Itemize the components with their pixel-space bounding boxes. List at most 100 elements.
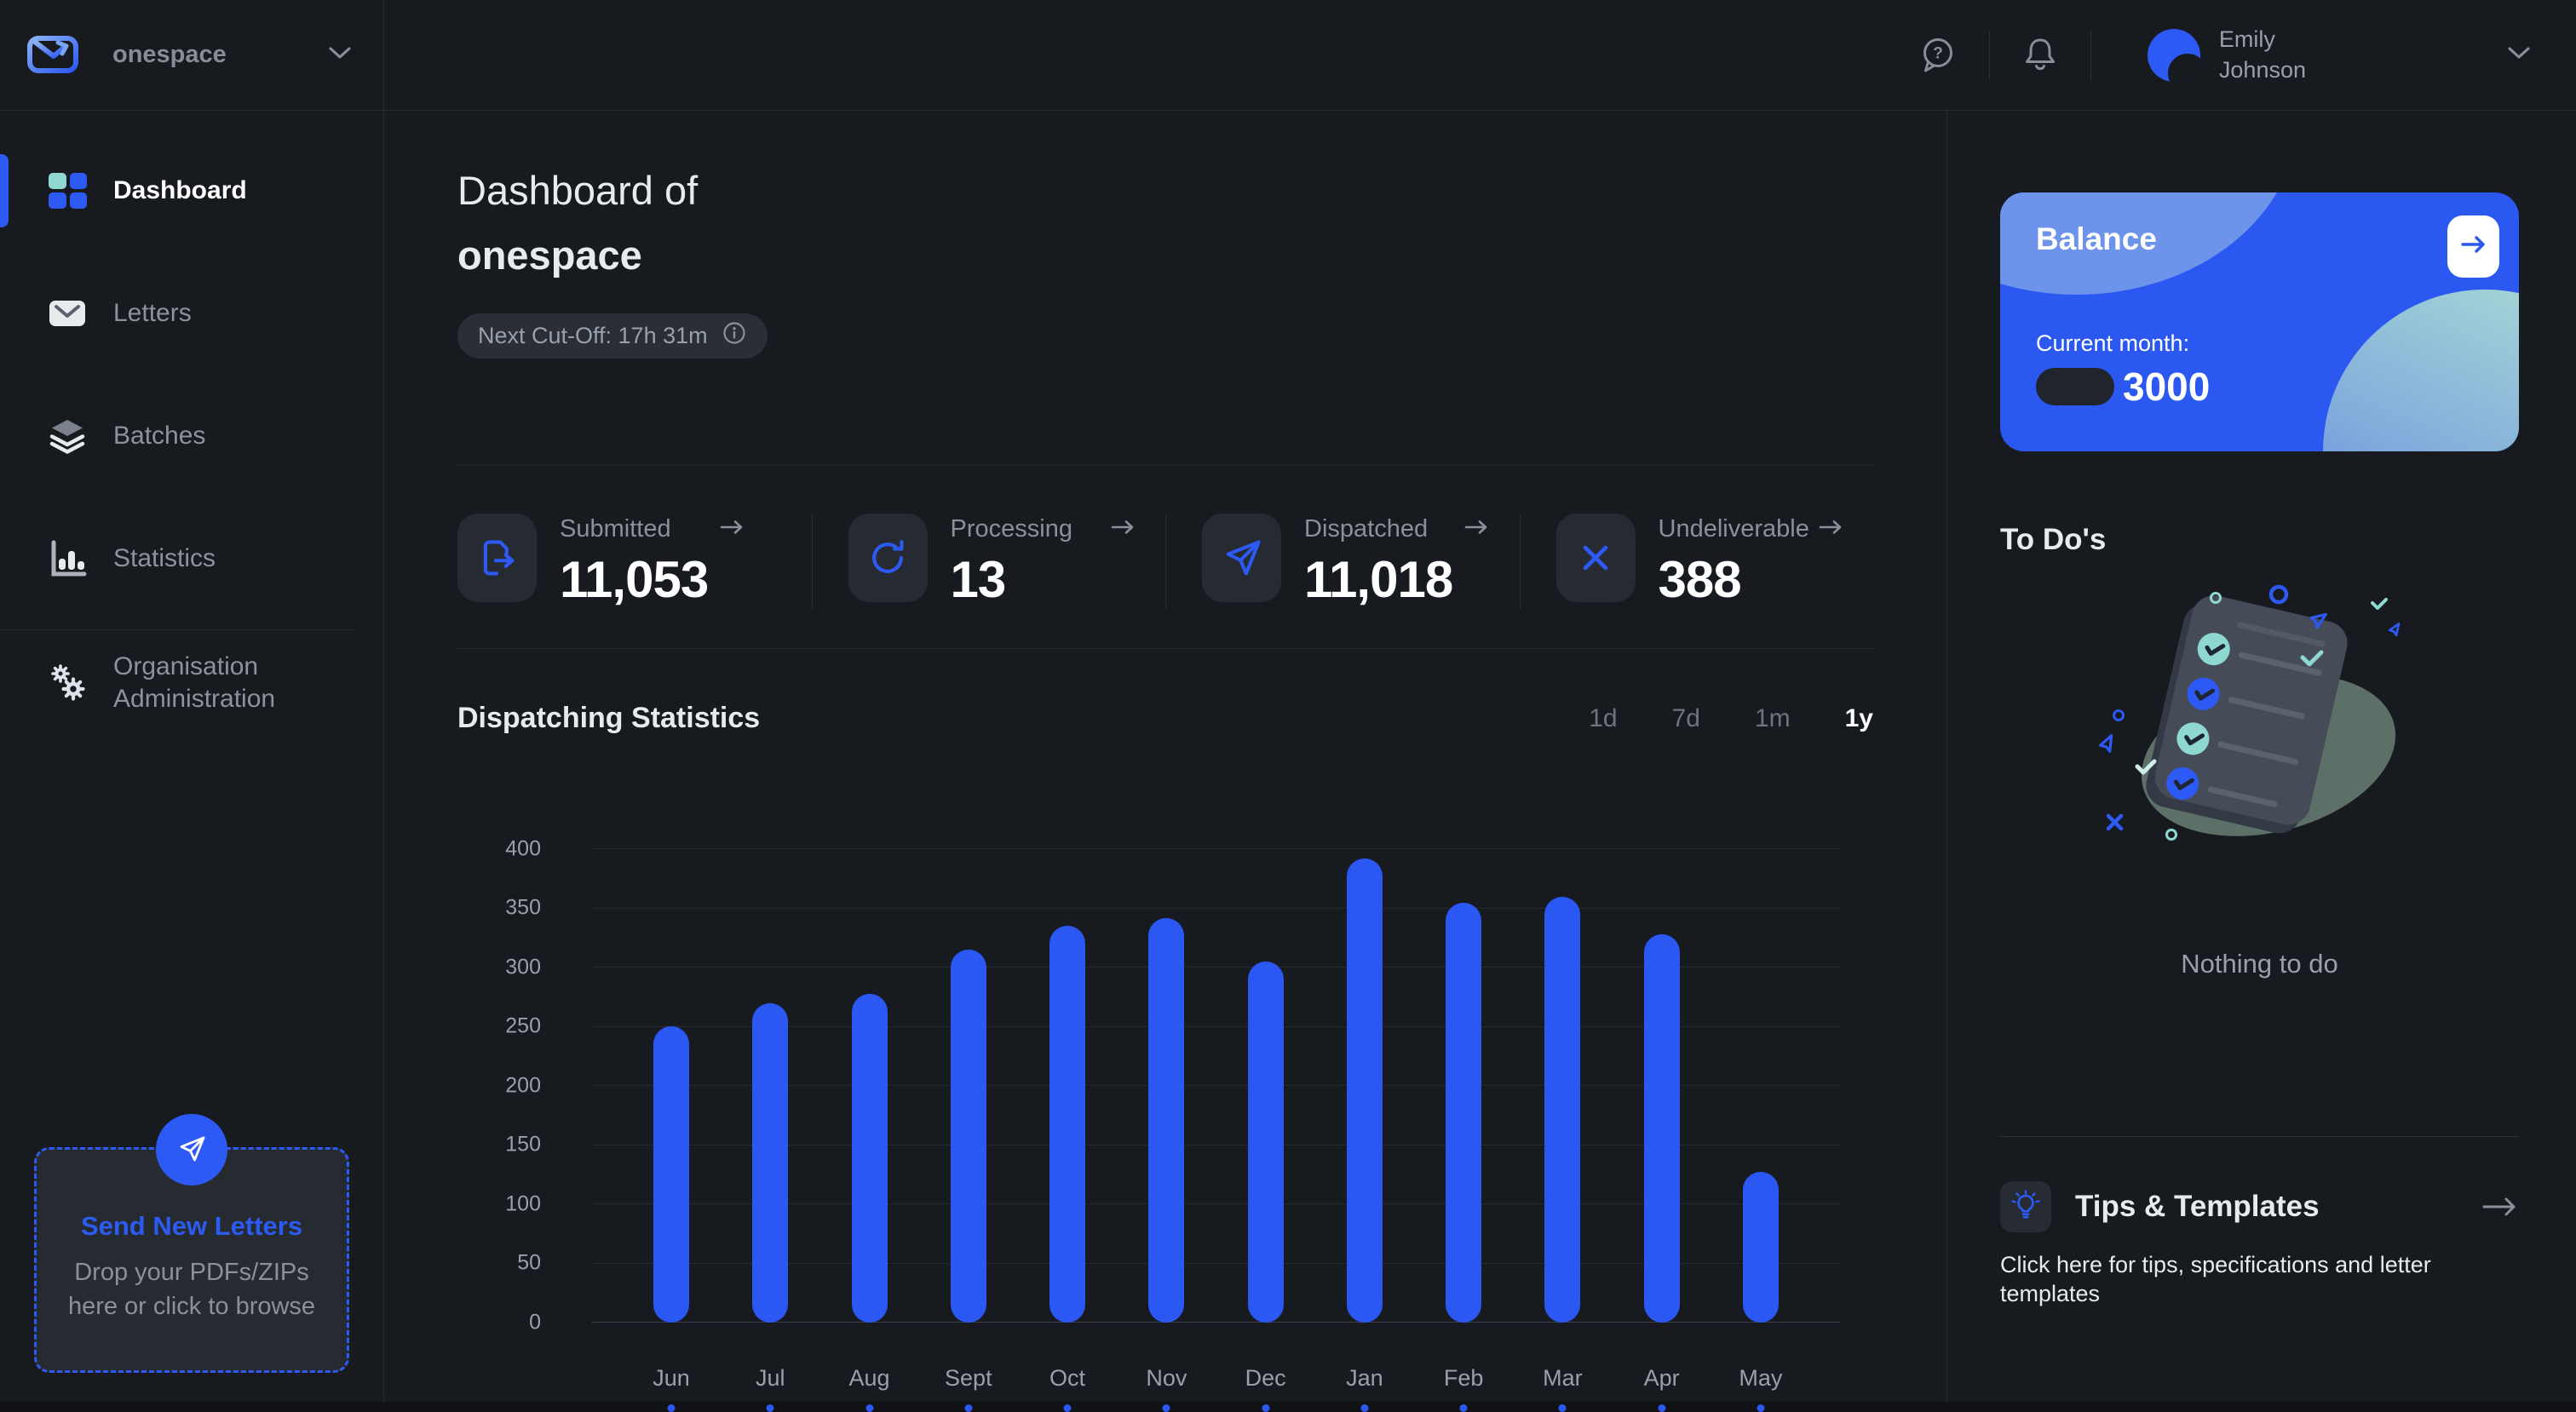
stat-value: 13 [950,551,1007,608]
range-button-1m[interactable]: 1m [1754,703,1791,732]
range-button-1d[interactable]: 1d [1589,703,1618,732]
arrow-right-icon[interactable] [1463,516,1490,542]
x-axis-dot [667,1404,676,1412]
x-axis-dot [1063,1404,1072,1412]
chart-gridline: 0 [529,1310,1840,1334]
user-name[interactable]: Emily Johnson [2219,25,2306,84]
x-axis-dot [1162,1404,1170,1412]
bar-chart-icon [48,539,88,578]
topbar: ? Emily Johnson [384,0,2576,111]
panel-divider [2000,1136,2519,1137]
paper-plane-icon [1202,514,1281,602]
user-avatar[interactable] [2147,28,2200,82]
balance-card[interactable]: Balance Current month: 3000 [2000,192,2519,451]
y-axis-tick-label: 400 [505,836,541,860]
sidebar-item-dashboard[interactable]: Dashboard [0,158,383,223]
y-axis-tick-label: 250 [505,1013,541,1038]
arrow-right-icon[interactable] [1817,516,1844,542]
sidebar-item-letters[interactable]: Letters [0,281,383,346]
stat-body: Submitted 11,053 [560,514,745,609]
sidebar-item-label: Statistics [113,544,216,572]
chart-bar-Jul [752,1003,789,1323]
stat-value: 11,053 [560,551,709,608]
y-axis-tick-label: 200 [505,1073,541,1097]
chart-bar-column: Jan [1346,849,1383,1412]
right-panel: Balance Current month: 3000 To Do's [1946,111,2576,1402]
stat-body: Dispatched 11,018 [1304,514,1490,609]
x-axis-tick-label: Nov [1146,1365,1187,1391]
chart-title: Dispatching Statistics [457,702,761,734]
todos-title: To Do's [2000,523,2107,556]
y-axis-tick-label: 0 [529,1310,541,1334]
chart-bar-May [1742,1172,1779,1323]
sidebar-item-statistics[interactable]: Statistics [0,526,383,591]
stat-undeliverable[interactable]: Undeliverable 388 [1519,514,1874,609]
chart-bar-column: Jul [752,849,789,1412]
tips-templates-link[interactable]: Tips & Templates [2000,1181,2519,1232]
stat-label: Processing [950,515,1072,542]
chart-gridline: 350 [505,896,1840,920]
info-icon[interactable] [722,320,747,352]
org-chevron-down-icon[interactable] [327,45,353,65]
todos-empty-illustration [2090,581,2430,853]
stat-label: Dispatched [1304,515,1429,542]
chart-range-buttons: 1d 7d 1m 1y [1589,704,1873,733]
balance-arrow-button[interactable] [2447,215,2499,278]
next-cutoff-badge: Next Cut-Off: 17h 31m [457,313,768,359]
page-title-prefix: Dashboard of [457,168,699,213]
dropzone-hint: Drop your PDFs/ZIPs here or click to bro… [67,1259,316,1321]
chart-gridline: 100 [505,1191,1840,1215]
chart-bar-column: Oct [1049,849,1086,1412]
chart-bar-column: May [1739,849,1782,1412]
main-content: Dashboard of onespace Next Cut-Off: 17h … [384,111,1946,1412]
arrow-right-icon[interactable] [1109,516,1136,542]
user-menu-chevron-down-icon[interactable] [2506,45,2532,65]
balance-month-label: Current month: [2036,330,2190,356]
todos-empty-text: Nothing to do [2181,949,2338,979]
arrow-right-icon[interactable] [718,516,745,542]
notifications-bell-icon[interactable] [2021,35,2060,76]
chart-bars: Jun Jul Aug Sept Oct Nov Dec Jan Feb Mar Apr May [592,849,1840,1412]
sidebar-nav: Dashboard Letters [0,158,383,715]
stat-dispatched[interactable]: Dispatched 11,018 [1165,514,1520,609]
chart-gridline: 400 [505,836,1840,860]
sidebar-item-organisation-administration[interactable]: Organisation Administration [0,651,383,715]
y-axis-tick-label: 50 [517,1250,541,1275]
chart-bar-Feb [1446,903,1482,1323]
x-axis-dot [1757,1404,1765,1412]
topbar-divider [1988,30,1990,80]
chart-bar-column: Sept [945,849,992,1412]
chart-bar-Dec [1247,961,1284,1323]
stat-value: 388 [1658,551,1742,608]
chart-gridline: 250 [505,1014,1840,1038]
stat-body: Undeliverable 388 [1659,514,1844,609]
refresh-icon [848,514,928,602]
chart-bar-column: Feb [1444,849,1483,1412]
send-new-letters-dropzone[interactable]: Send New Letters Drop your PDFs/ZIPs her… [34,1114,349,1373]
stat-label: Undeliverable [1658,515,1809,542]
stat-processing[interactable]: Processing 13 [811,514,1166,609]
stat-label: Submitted [560,515,671,542]
arrow-right-icon[interactable] [2480,1194,2519,1220]
x-axis-tick-label: Feb [1443,1365,1484,1391]
chart-bar-Jan [1346,858,1383,1323]
lightbulb-icon [2000,1181,2051,1232]
sidebar: Dashboard Letters [0,111,384,1402]
stat-submitted[interactable]: Submitted 11,053 [457,514,812,609]
topbar-org-section[interactable]: onespace [0,0,384,111]
range-button-7d[interactable]: 7d [1671,703,1700,732]
sidebar-item-batches[interactable]: Batches [0,404,383,468]
range-button-1y[interactable]: 1y [1844,703,1873,732]
chart-bar-Oct [1049,926,1086,1323]
x-axis-dot [964,1404,973,1412]
y-axis-tick-label: 150 [505,1132,541,1157]
chart-gridline: 200 [505,1073,1840,1097]
tips-title: Tips & Templates [2075,1190,2320,1223]
balance-hidden-pill [2036,368,2114,405]
chart-bar-column: Nov [1146,849,1187,1412]
x-axis-tick-label: Jan [1346,1365,1383,1391]
y-axis-tick-label: 100 [505,1191,541,1215]
stats-row: Submitted 11,053 [457,465,1873,649]
y-axis-tick-label: 300 [505,955,541,979]
help-icon[interactable]: ? [1918,35,1958,76]
